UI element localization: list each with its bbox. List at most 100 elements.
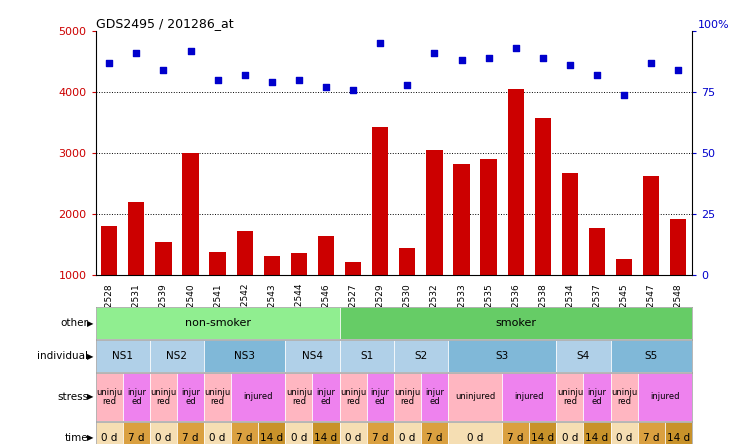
Text: individual: individual xyxy=(38,351,88,361)
Point xyxy=(483,54,495,61)
Point xyxy=(347,86,359,93)
Bar xyxy=(394,373,421,421)
Text: non-smoker: non-smoker xyxy=(185,318,251,328)
Text: uninju
red: uninju red xyxy=(205,388,231,405)
Text: injur
ed: injur ed xyxy=(425,388,444,405)
Bar xyxy=(448,422,502,444)
Bar xyxy=(96,373,123,421)
Bar xyxy=(421,422,448,444)
Bar xyxy=(318,236,334,337)
Point xyxy=(103,59,115,66)
Text: 0 d: 0 d xyxy=(616,433,632,443)
Text: uninju
red: uninju red xyxy=(611,388,637,405)
Text: injur
ed: injur ed xyxy=(181,388,200,405)
Text: injur
ed: injur ed xyxy=(316,388,336,405)
Text: 0 d: 0 d xyxy=(399,433,416,443)
Point xyxy=(375,40,386,47)
Bar xyxy=(177,373,204,421)
Bar xyxy=(611,373,637,421)
Bar xyxy=(204,373,231,421)
Text: other: other xyxy=(60,318,88,328)
Text: injured: injured xyxy=(244,392,273,401)
Text: 7 d: 7 d xyxy=(643,433,659,443)
Bar xyxy=(96,340,150,372)
Text: injur
ed: injur ed xyxy=(587,388,606,405)
Text: 7 d: 7 d xyxy=(372,433,389,443)
Text: ▶: ▶ xyxy=(87,392,93,401)
Bar xyxy=(589,228,605,337)
Bar xyxy=(508,89,524,337)
Bar xyxy=(556,373,584,421)
Bar xyxy=(448,340,556,372)
Bar xyxy=(643,176,659,337)
Bar xyxy=(399,249,415,337)
Text: uninju
red: uninju red xyxy=(394,388,420,405)
Text: 0 d: 0 d xyxy=(101,433,118,443)
Text: 0 d: 0 d xyxy=(467,433,484,443)
Bar xyxy=(155,242,171,337)
Bar xyxy=(584,373,611,421)
Text: ▶: ▶ xyxy=(87,352,93,361)
Point xyxy=(537,54,548,61)
Bar xyxy=(101,226,117,337)
Bar xyxy=(502,373,556,421)
Bar xyxy=(313,422,339,444)
Text: GDS2495 / 201286_at: GDS2495 / 201286_at xyxy=(96,17,233,30)
Bar xyxy=(291,253,307,337)
Bar xyxy=(177,422,204,444)
Bar xyxy=(637,373,692,421)
Text: NS2: NS2 xyxy=(166,351,188,361)
Bar xyxy=(210,252,226,337)
Text: 7 d: 7 d xyxy=(128,433,144,443)
Text: NS4: NS4 xyxy=(302,351,323,361)
Text: S4: S4 xyxy=(577,351,590,361)
Text: smoker: smoker xyxy=(495,318,537,328)
Bar xyxy=(394,422,421,444)
Text: 100%: 100% xyxy=(698,20,729,30)
Text: S5: S5 xyxy=(645,351,658,361)
Bar xyxy=(150,373,177,421)
Bar xyxy=(372,127,389,337)
Text: 7 d: 7 d xyxy=(236,433,253,443)
Bar xyxy=(128,202,144,337)
Bar xyxy=(556,340,611,372)
Text: 0 d: 0 d xyxy=(155,433,171,443)
Point xyxy=(401,81,413,88)
Text: 14 d: 14 d xyxy=(261,433,283,443)
Point xyxy=(591,71,603,79)
Text: NS3: NS3 xyxy=(234,351,255,361)
Point xyxy=(238,71,250,79)
Bar xyxy=(534,119,551,337)
Point xyxy=(510,45,522,52)
Text: injur
ed: injur ed xyxy=(371,388,389,405)
Bar xyxy=(204,422,231,444)
Text: S3: S3 xyxy=(495,351,509,361)
Point xyxy=(456,57,467,64)
Bar xyxy=(367,422,394,444)
Point xyxy=(158,67,169,74)
Text: injured: injured xyxy=(514,392,544,401)
Bar xyxy=(123,422,150,444)
Bar xyxy=(556,422,584,444)
Point xyxy=(564,62,576,69)
Text: uninju
red: uninju red xyxy=(340,388,367,405)
Bar xyxy=(584,422,611,444)
Text: stress: stress xyxy=(57,392,88,402)
Point xyxy=(673,67,684,74)
Bar xyxy=(263,256,280,337)
Bar xyxy=(96,422,123,444)
Text: uninju
red: uninju red xyxy=(150,388,177,405)
Bar xyxy=(529,422,556,444)
Bar xyxy=(616,259,632,337)
Bar xyxy=(339,340,394,372)
Bar xyxy=(611,340,692,372)
Bar xyxy=(453,164,470,337)
Text: uninju
red: uninju red xyxy=(556,388,583,405)
Bar xyxy=(96,307,339,339)
Bar xyxy=(183,153,199,337)
Text: 7 d: 7 d xyxy=(183,433,199,443)
Bar xyxy=(665,422,692,444)
Bar xyxy=(123,373,150,421)
Text: 0 d: 0 d xyxy=(562,433,578,443)
Text: 7 d: 7 d xyxy=(426,433,442,443)
